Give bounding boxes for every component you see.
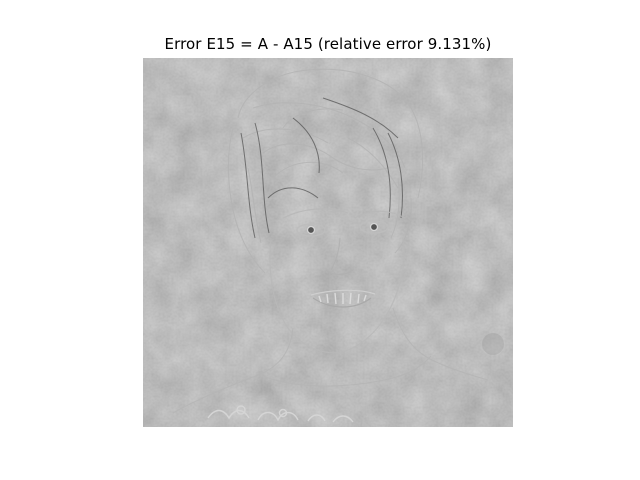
error-image [143, 58, 513, 427]
mouth [310, 289, 376, 308]
nose [325, 237, 354, 276]
face-edges [269, 208, 406, 354]
artifact-blob [482, 333, 504, 355]
plot-title: Error E15 = A - A15 (relative error 9.13… [164, 35, 492, 53]
right-eye [359, 220, 389, 234]
collar-detail [207, 405, 354, 423]
hair-strands [240, 97, 403, 239]
neck-shoulders [172, 307, 489, 414]
left-eye [296, 223, 326, 237]
hair-edges [227, 68, 424, 274]
